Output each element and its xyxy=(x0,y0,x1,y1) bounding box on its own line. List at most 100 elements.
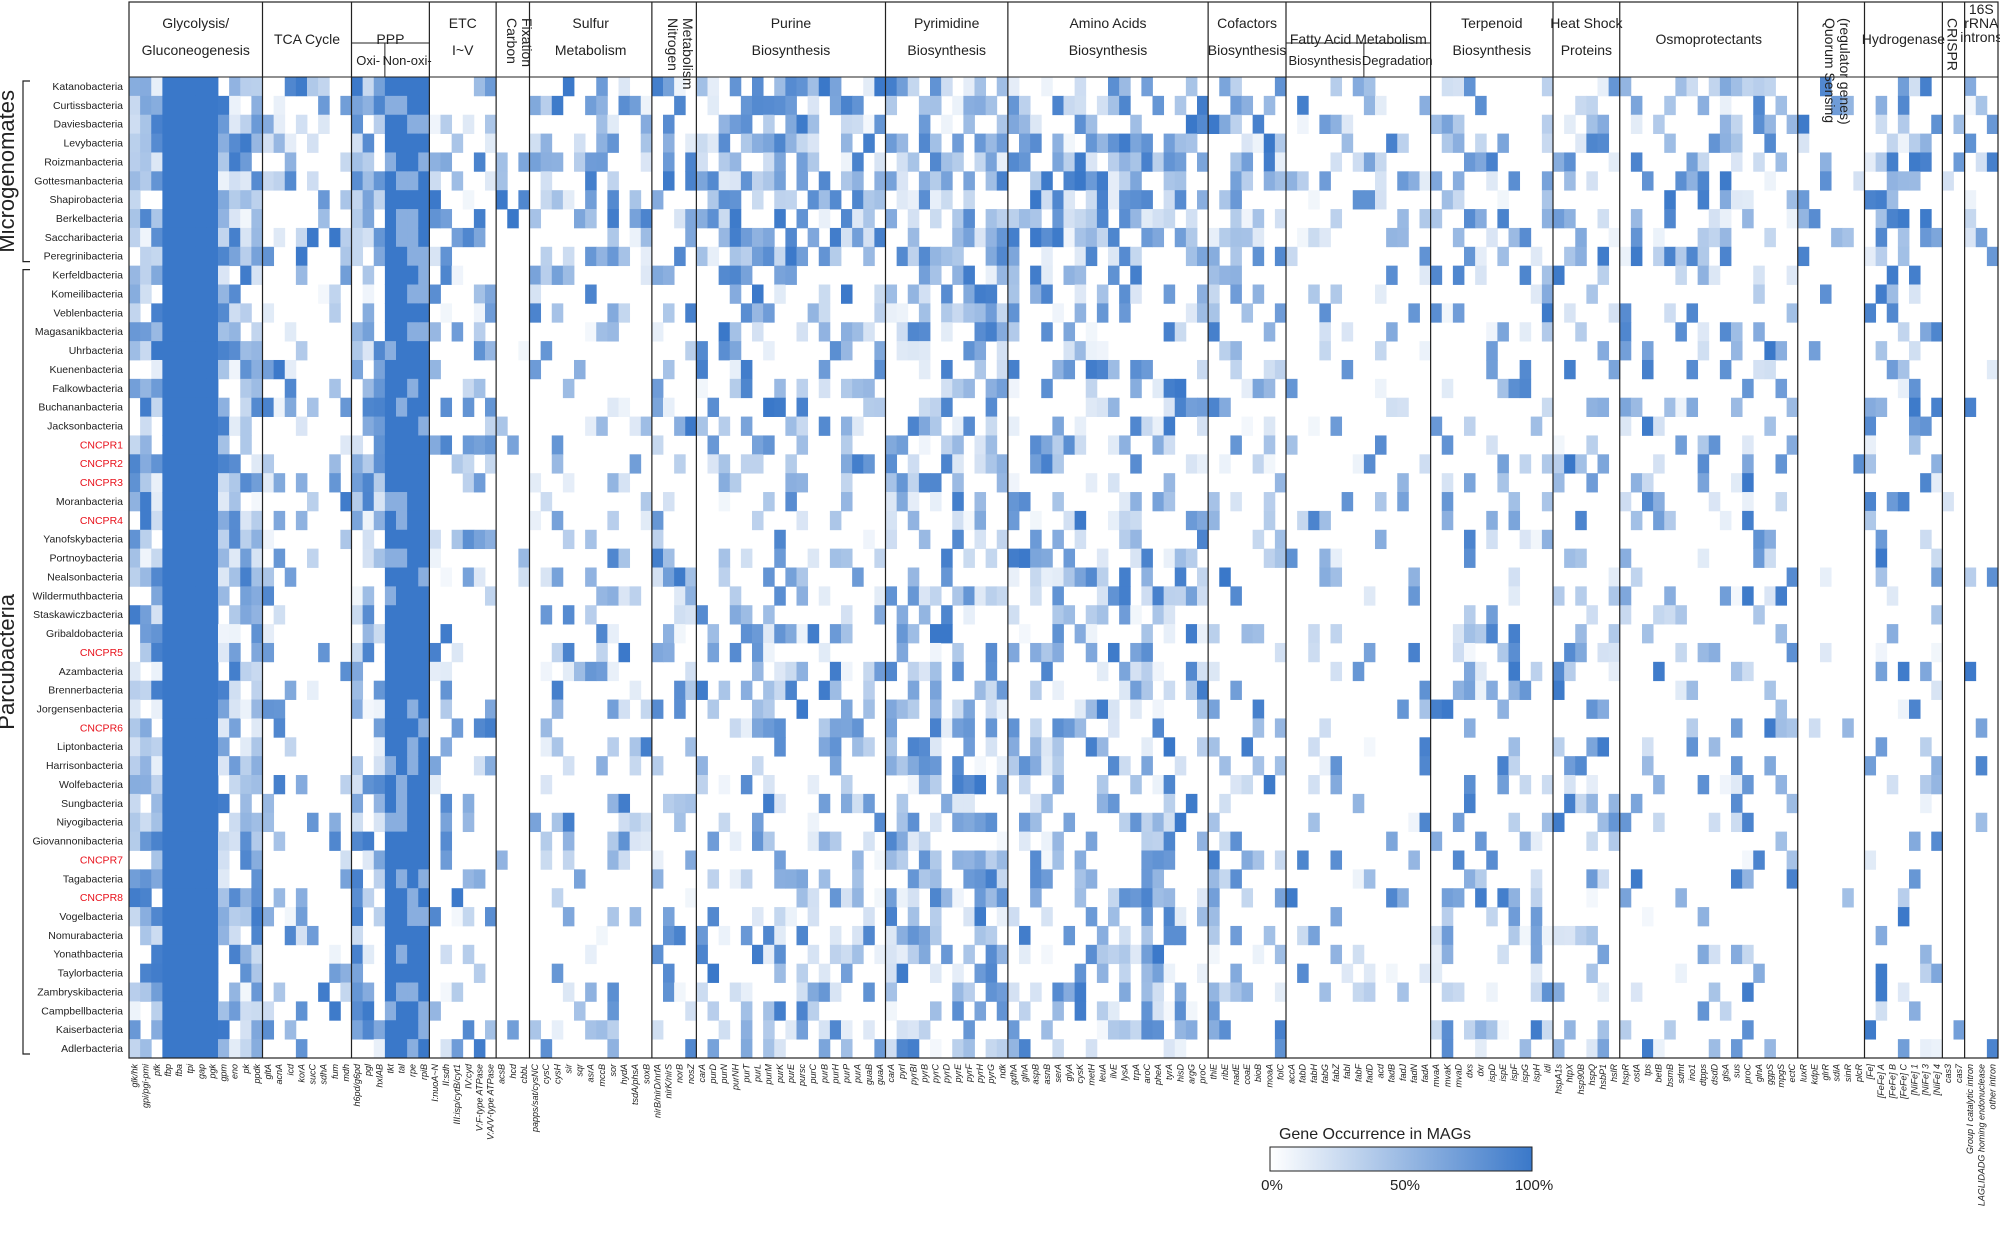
heatmap-cell xyxy=(718,416,731,436)
category-title-4: Fixation xyxy=(519,18,535,67)
heatmap-cell xyxy=(329,303,341,323)
heatmap-cell xyxy=(151,775,163,795)
heatmap-cell xyxy=(874,114,886,134)
heatmap-cell xyxy=(829,944,842,965)
heatmap-cell xyxy=(218,265,230,285)
heatmap-cell xyxy=(396,435,408,455)
heatmap-cell xyxy=(240,435,252,455)
heatmap-cell xyxy=(574,1001,586,1021)
heatmap-cell xyxy=(218,397,230,417)
heatmap-cell xyxy=(129,831,141,851)
heatmap-cell xyxy=(1274,548,1287,568)
heatmap-cell xyxy=(985,850,998,870)
heatmap-cell xyxy=(1241,737,1254,757)
heatmap-cell xyxy=(1920,152,1932,172)
heatmap-cell xyxy=(1252,227,1265,248)
heatmap-cell xyxy=(796,510,809,531)
heatmap-cell xyxy=(1909,152,1921,172)
heatmap-cell xyxy=(718,227,731,248)
heatmap-cell xyxy=(1864,246,1877,267)
heatmap-cell xyxy=(1564,152,1576,172)
heatmap-cell xyxy=(1085,341,1098,361)
heatmap-cell xyxy=(384,925,397,946)
heatmap-cell xyxy=(1052,435,1064,455)
heatmap-cell xyxy=(418,341,430,361)
heatmap-cell xyxy=(740,265,753,285)
heatmap-cell xyxy=(918,171,931,191)
heatmap-cell xyxy=(140,812,152,833)
heatmap-cell xyxy=(1564,756,1576,776)
heatmap-cell xyxy=(1085,473,1098,493)
heatmap-cell xyxy=(173,812,186,833)
heatmap-cell xyxy=(362,492,375,512)
heatmap-cell xyxy=(1352,661,1365,682)
heatmap-cell xyxy=(696,171,708,191)
heatmap-cell xyxy=(396,322,408,342)
gene-label: lysA xyxy=(1120,1064,1130,1081)
heatmap-cell xyxy=(151,359,163,380)
heatmap-cell xyxy=(974,812,987,833)
heatmap-cell xyxy=(173,699,186,719)
heatmap-cell xyxy=(1274,359,1287,380)
heatmap-cell xyxy=(429,171,441,191)
heatmap-cell xyxy=(985,869,998,889)
heatmap-cell xyxy=(1063,322,1076,342)
heatmap-cell xyxy=(206,152,219,172)
heatmap-cell xyxy=(1842,95,1854,116)
heatmap-cell xyxy=(440,397,453,417)
heatmap-cell xyxy=(1119,510,1131,531)
heatmap-cell xyxy=(863,680,875,700)
heatmap-cell xyxy=(1742,209,1754,229)
heatmap-cell xyxy=(184,925,197,946)
heatmap-cell xyxy=(1130,680,1142,700)
gene-label: mvaA xyxy=(1431,1064,1441,1087)
heatmap-cell xyxy=(1096,775,1109,795)
row-label: Sungbacteria xyxy=(61,798,123,810)
heatmap-cell xyxy=(1931,831,1943,851)
heatmap-cell xyxy=(952,95,964,116)
heatmap-cell xyxy=(1208,114,1220,134)
heatmap-cell xyxy=(907,944,920,965)
heatmap-cell xyxy=(829,888,842,908)
heatmap-cell xyxy=(307,680,319,700)
heatmap-cell xyxy=(1564,661,1576,682)
heatmap-cell xyxy=(807,907,820,927)
heatmap-cell xyxy=(1230,190,1242,210)
heatmap-cell xyxy=(229,510,241,531)
heatmap-cell xyxy=(952,1039,964,1059)
heatmap-cell xyxy=(240,661,252,682)
heatmap-cell xyxy=(1319,227,1331,248)
heatmap-cell xyxy=(1753,114,1765,134)
gene-label: metH xyxy=(1086,1064,1096,1086)
heatmap-cell xyxy=(640,246,653,267)
heatmap-cell xyxy=(218,925,230,946)
heatmap-cell xyxy=(1786,209,1799,229)
heatmap-cell xyxy=(774,718,786,738)
heatmap-cell xyxy=(585,661,597,682)
heatmap-cell xyxy=(763,95,775,116)
heatmap-cell xyxy=(396,907,408,927)
heatmap-cell xyxy=(1786,114,1799,134)
heatmap-cell xyxy=(1363,586,1376,606)
heatmap-cell xyxy=(1007,284,1020,304)
heatmap-cell xyxy=(195,925,208,946)
heatmap-cell xyxy=(930,95,942,116)
heatmap-cell xyxy=(1185,114,1198,134)
heatmap-cell xyxy=(373,548,386,568)
heatmap-cell xyxy=(941,624,953,644)
heatmap-cell xyxy=(1375,95,1387,116)
heatmap-cell xyxy=(930,850,942,870)
heatmap-cell xyxy=(151,567,163,587)
heatmap-cell xyxy=(351,209,364,229)
heatmap-cell xyxy=(1508,227,1521,248)
heatmap-cell xyxy=(262,699,275,719)
heatmap-cell xyxy=(1174,378,1187,399)
heatmap-cell xyxy=(129,812,141,833)
heatmap-cell xyxy=(1163,605,1176,625)
heatmap-cell xyxy=(1575,925,1587,946)
heatmap-cell xyxy=(462,1020,475,1040)
heatmap-cell xyxy=(1708,77,1721,97)
heatmap-cell xyxy=(1174,322,1187,342)
heatmap-cell xyxy=(1352,77,1365,97)
heatmap-cell xyxy=(1052,209,1064,229)
